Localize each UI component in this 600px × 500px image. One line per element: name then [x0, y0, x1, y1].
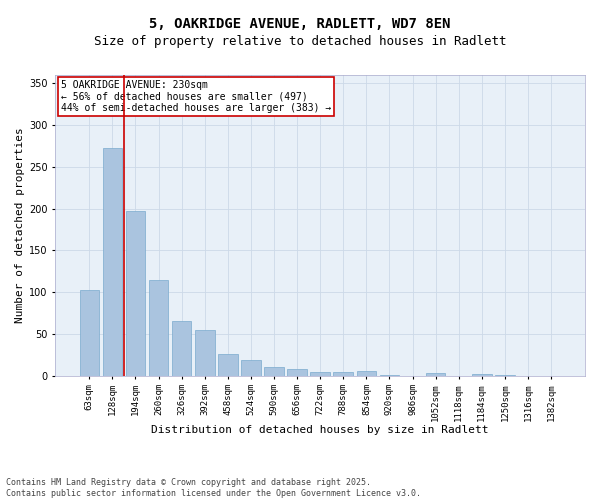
Bar: [426, 373, 445, 376]
Text: Contains HM Land Registry data © Crown copyright and database right 2025.
Contai: Contains HM Land Registry data © Crown c…: [6, 478, 421, 498]
Bar: [241, 360, 261, 376]
Text: 5, OAKRIDGE AVENUE, RADLETT, WD7 8EN: 5, OAKRIDGE AVENUE, RADLETT, WD7 8EN: [149, 18, 451, 32]
Bar: [80, 290, 99, 376]
Text: 5 OAKRIDGE AVENUE: 230sqm
← 56% of detached houses are smaller (497)
44% of semi: 5 OAKRIDGE AVENUE: 230sqm ← 56% of detac…: [61, 80, 331, 112]
Bar: [149, 280, 169, 376]
Bar: [103, 148, 122, 376]
Bar: [125, 211, 145, 376]
Bar: [310, 372, 330, 376]
Y-axis label: Number of detached properties: Number of detached properties: [15, 128, 25, 323]
Bar: [356, 372, 376, 376]
Bar: [195, 330, 215, 376]
X-axis label: Distribution of detached houses by size in Radlett: Distribution of detached houses by size …: [151, 425, 489, 435]
Bar: [495, 374, 515, 376]
Bar: [380, 374, 399, 376]
Bar: [334, 372, 353, 376]
Bar: [172, 322, 191, 376]
Bar: [264, 367, 284, 376]
Bar: [218, 354, 238, 376]
Bar: [287, 369, 307, 376]
Text: Size of property relative to detached houses in Radlett: Size of property relative to detached ho…: [94, 35, 506, 48]
Bar: [472, 374, 491, 376]
